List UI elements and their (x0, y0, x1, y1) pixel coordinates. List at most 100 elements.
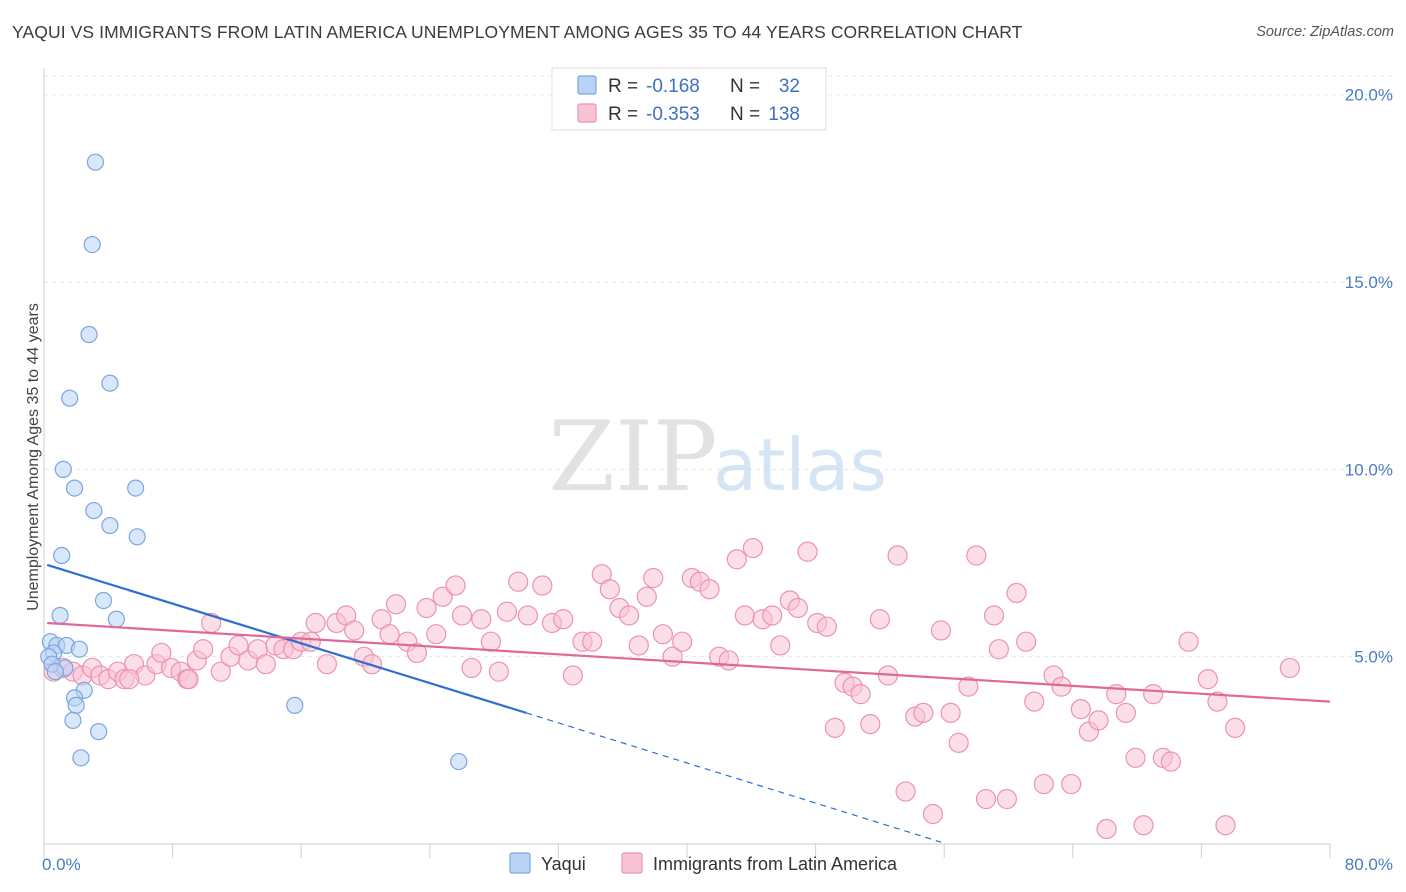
legend-swatch-latam (577, 103, 597, 123)
yaqui-point-6 (65, 479, 84, 497)
latam-point-106 (996, 788, 1017, 810)
latam-point-44 (432, 586, 453, 607)
latam-point-90 (860, 714, 881, 735)
legend-n-value-yaqui: 32 (779, 76, 800, 97)
yaqui-point-1 (83, 235, 101, 254)
legend-r-value-yaqui: -0.168 (646, 76, 700, 97)
yaqui-point-31 (450, 752, 468, 771)
latam-point-122 (1143, 684, 1164, 705)
trend-lines (46, 563, 1331, 843)
yaqui-point-12 (94, 591, 113, 610)
latam-point-42 (416, 597, 437, 619)
latam-point-100 (948, 732, 969, 753)
yaqui-point-5 (54, 460, 72, 478)
latam-point-53 (517, 605, 538, 626)
latam-point-19 (210, 661, 231, 682)
latam-point-105 (988, 639, 1009, 660)
bottom-legend-swatch-latam (621, 852, 643, 874)
latam-point-67 (652, 624, 673, 645)
x-tick-label-0: 0.0% (42, 855, 81, 874)
source-credit: Source: ZipAtlas.com (1256, 24, 1394, 40)
watermark-zip: ZIP (548, 401, 717, 513)
latam-point-65 (636, 586, 657, 607)
yaqui-point-29 (72, 749, 90, 767)
bottom-legend-swatch-yaqui (509, 852, 531, 874)
latam-point-116 (1088, 710, 1109, 731)
latam-point-66 (643, 567, 664, 589)
latam-point-114 (1070, 699, 1091, 720)
latam-point-113 (1061, 773, 1082, 795)
yaqui-point-27 (64, 711, 82, 729)
latam-point-59 (582, 631, 603, 652)
latam-point-109 (1024, 691, 1045, 712)
latam-point-50 (488, 661, 510, 682)
watermark-atlas: atlas (713, 423, 887, 507)
series-yaqui-points (40, 153, 468, 771)
latam-point-30 (305, 612, 326, 634)
latam-point-101 (958, 676, 979, 697)
x-tick-label-1: 80.0% (1345, 855, 1393, 874)
yaqui-point-23 (46, 663, 64, 681)
latam-point-80 (770, 635, 791, 656)
latam-point-24 (255, 654, 276, 675)
latam-point-96 (913, 702, 934, 723)
latam-point-126 (1197, 669, 1218, 690)
yaqui-point-13 (51, 606, 69, 625)
latam-point-86 (824, 717, 845, 738)
legend-box: R = -0.168 N = 32 R = -0.353 N = 138 (551, 67, 827, 131)
latam-point-47 (461, 657, 482, 679)
latam-point-119 (1115, 702, 1136, 723)
bottom-legend-label-yaqui: Yaqui (541, 854, 586, 874)
legend-r-label-latam: R = (608, 104, 638, 125)
latam-point-110 (1033, 773, 1054, 795)
latam-point-76 (734, 605, 755, 626)
yaqui-point-26 (67, 696, 85, 714)
latam-point-91 (869, 609, 891, 630)
latam-point-131 (119, 669, 140, 690)
latam-point-99 (940, 702, 961, 723)
yaqui-point-9 (127, 479, 145, 497)
latam-point-54 (532, 575, 553, 596)
latam-point-129 (1225, 717, 1246, 738)
latam-point-132 (178, 669, 199, 690)
latam-point-120 (1125, 747, 1146, 768)
bottom-legend-label-latam: Immigrants from Latin America (653, 854, 898, 874)
latam-point-125 (1178, 631, 1199, 652)
trend-line-latam (47, 621, 1331, 703)
yaqui-point-14 (107, 610, 125, 628)
latam-point-75 (726, 549, 747, 570)
legend-swatch-yaqui (577, 75, 597, 95)
latam-point-61 (599, 579, 620, 600)
yaqui-point-28 (90, 723, 108, 741)
y-tick-label-2: 15.0% (1345, 273, 1393, 292)
latam-point-12 (151, 642, 172, 664)
trend-line-yaqui (46, 563, 527, 714)
latam-point-41 (406, 642, 428, 664)
legend-n-value-latam: 138 (768, 104, 800, 125)
y-tick-labels: 5.0% 10.0% 15.0% 20.0% (1345, 86, 1393, 667)
latam-point-72 (699, 579, 720, 600)
legend-n-label-latam: N = (730, 104, 760, 125)
yaqui-point-10 (128, 528, 146, 546)
legend-r-value-latam: -0.353 (646, 104, 700, 125)
yaqui-point-7 (85, 501, 103, 520)
yaqui-point-30 (286, 696, 304, 714)
latam-point-89 (850, 684, 871, 705)
legend-n-label-yaqui: N = (730, 76, 760, 97)
latam-point-29 (300, 631, 321, 652)
latam-point-38 (379, 624, 400, 645)
yaqui-point-0 (86, 153, 105, 171)
legend-r-label-yaqui: R = (608, 76, 638, 97)
watermark: ZIP atlas (548, 401, 887, 513)
yaqui-point-3 (101, 374, 119, 392)
latam-point-39 (385, 594, 407, 615)
latam-point-108 (1016, 631, 1037, 652)
latam-point-117 (1096, 818, 1117, 840)
latam-point-124 (1160, 751, 1181, 772)
gridlines (44, 75, 1392, 658)
yaqui-point-8 (101, 516, 119, 535)
latam-point-82 (787, 597, 809, 619)
yaqui-point-2 (80, 325, 98, 344)
yaqui-point-4 (61, 389, 79, 407)
yaqui-point-11 (53, 546, 71, 565)
